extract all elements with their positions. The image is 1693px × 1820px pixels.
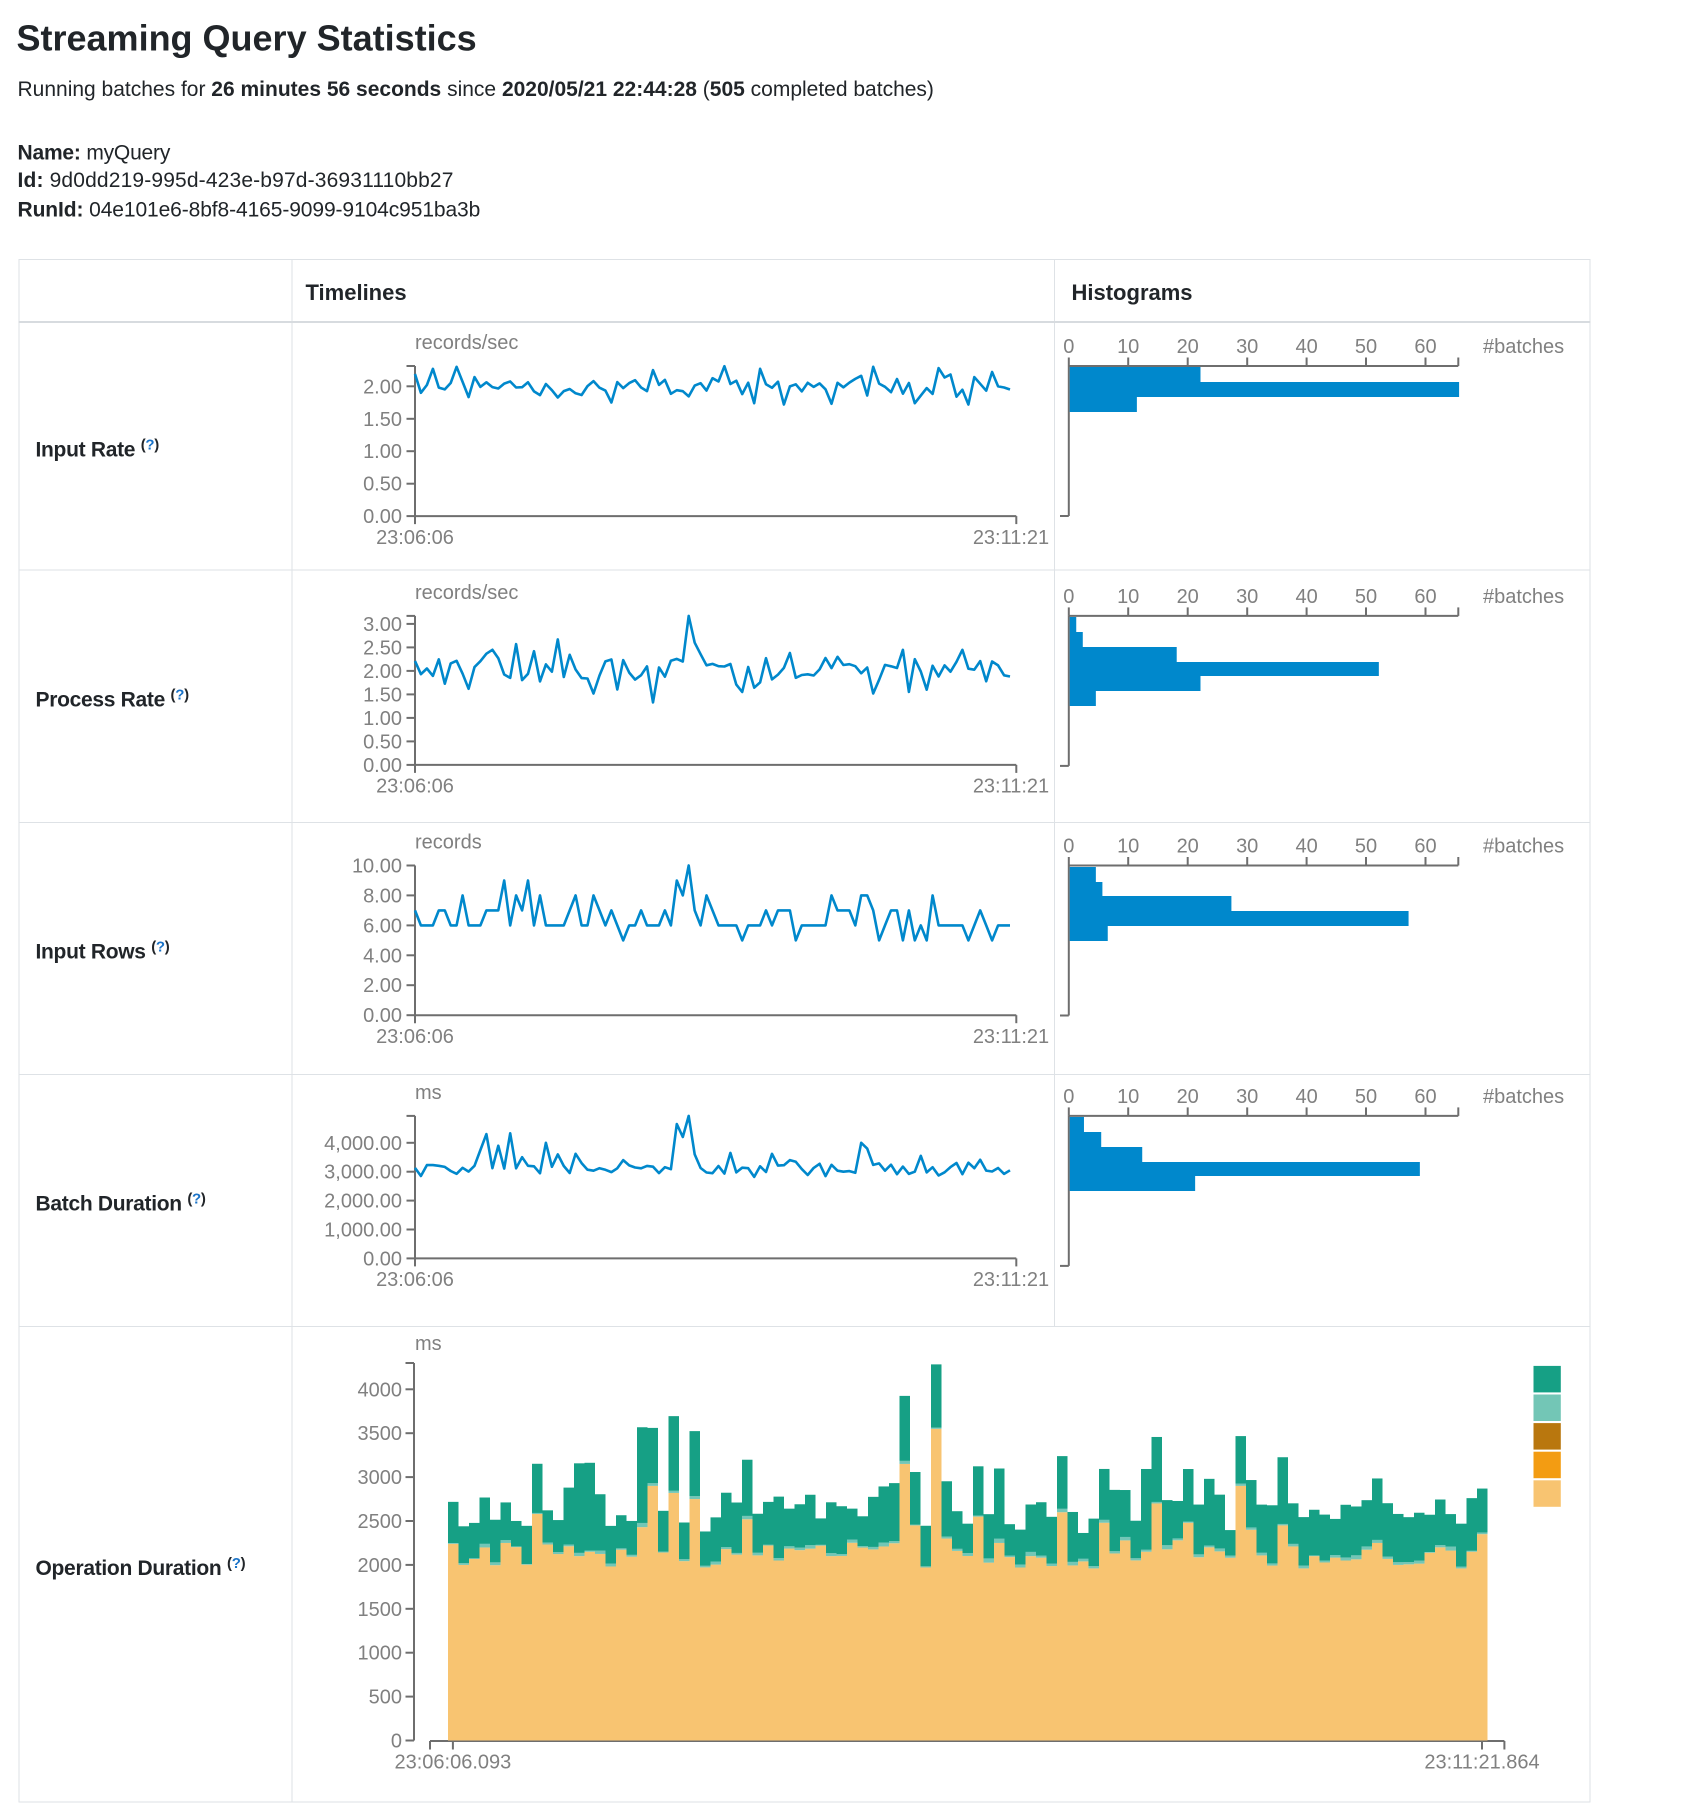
svg-text:10: 10	[1117, 836, 1139, 858]
svg-text:40: 40	[1295, 336, 1317, 358]
svg-text:0.00: 0.00	[363, 1005, 402, 1027]
svg-text:0.00: 0.00	[363, 506, 402, 528]
svg-text:Input Rate (?): Input Rate (?)	[36, 436, 160, 461]
svg-text:30: 30	[1236, 1086, 1258, 1108]
svg-text:0: 0	[391, 1731, 402, 1753]
svg-text:0: 0	[1063, 586, 1074, 608]
svg-text:0.50: 0.50	[363, 731, 402, 753]
svg-text:2.00: 2.00	[363, 376, 402, 398]
svg-text:30: 30	[1236, 586, 1258, 608]
svg-text:40: 40	[1295, 586, 1317, 608]
svg-text:10: 10	[1117, 1086, 1139, 1108]
svg-text:0.00: 0.00	[363, 1248, 402, 1270]
svg-text:1.50: 1.50	[363, 684, 402, 706]
svg-text:ms: ms	[415, 1082, 442, 1104]
svg-text:0: 0	[1063, 836, 1074, 858]
svg-text:50: 50	[1355, 836, 1377, 858]
svg-text:40: 40	[1295, 836, 1317, 858]
svg-text:3000: 3000	[358, 1467, 403, 1489]
svg-text:Id: 9d0dd219-995d-423e-b97d-36: Id: 9d0dd219-995d-423e-b97d-36931110bb27	[18, 169, 454, 192]
svg-text:4,000.00: 4,000.00	[324, 1133, 402, 1155]
svg-text:records: records	[415, 832, 482, 854]
svg-text:10: 10	[1117, 336, 1139, 358]
svg-text:2,000.00: 2,000.00	[324, 1191, 402, 1213]
svg-text:0.00: 0.00	[363, 755, 402, 777]
svg-text:500: 500	[369, 1687, 402, 1709]
svg-text:20: 20	[1177, 586, 1199, 608]
svg-text:1,000.00: 1,000.00	[324, 1220, 402, 1242]
svg-text:2.50: 2.50	[363, 637, 402, 659]
svg-text:23:06:06: 23:06:06	[376, 1026, 454, 1048]
svg-text:60: 60	[1414, 336, 1436, 358]
svg-text:Operation Duration (?): Operation Duration (?)	[36, 1555, 246, 1580]
svg-text:50: 50	[1355, 586, 1377, 608]
svg-text:1.00: 1.00	[363, 708, 402, 730]
svg-text:2500: 2500	[358, 1511, 403, 1533]
svg-text:2.00: 2.00	[363, 661, 402, 683]
svg-text:0: 0	[1063, 336, 1074, 358]
svg-text:60: 60	[1414, 586, 1436, 608]
svg-text:records/sec: records/sec	[415, 332, 518, 354]
svg-text:Histograms: Histograms	[1072, 280, 1193, 305]
svg-text:Batch Duration (?): Batch Duration (?)	[36, 1191, 206, 1216]
svg-text:23:06:06: 23:06:06	[376, 527, 454, 549]
svg-text:20: 20	[1177, 336, 1199, 358]
svg-text:0: 0	[1063, 1086, 1074, 1108]
svg-text:1000: 1000	[358, 1643, 403, 1665]
svg-text:#batches: #batches	[1483, 586, 1564, 608]
svg-text:20: 20	[1177, 1086, 1199, 1108]
svg-text:23:11:21: 23:11:21	[973, 1269, 1049, 1291]
svg-text:60: 60	[1414, 836, 1436, 858]
svg-text:0.50: 0.50	[363, 474, 402, 496]
svg-text:23:11:21: 23:11:21	[973, 527, 1049, 549]
svg-text:50: 50	[1355, 1086, 1377, 1108]
svg-text:2.00: 2.00	[363, 975, 402, 997]
svg-text:23:11:21.864: 23:11:21.864	[1424, 1752, 1539, 1774]
svg-text:Input Rows (?): Input Rows (?)	[36, 939, 170, 964]
svg-text:4000: 4000	[358, 1379, 403, 1401]
svg-text:50: 50	[1355, 336, 1377, 358]
svg-text:10.00: 10.00	[352, 856, 402, 878]
svg-text:4.00: 4.00	[363, 945, 402, 967]
svg-text:23:06:06.093: 23:06:06.093	[395, 1752, 512, 1774]
svg-text:23:11:21: 23:11:21	[973, 776, 1049, 798]
svg-text:Timelines: Timelines	[306, 280, 407, 305]
svg-text:records/sec: records/sec	[415, 582, 518, 604]
svg-text:30: 30	[1236, 336, 1258, 358]
svg-text:#batches: #batches	[1483, 836, 1564, 858]
svg-text:1500: 1500	[358, 1599, 403, 1621]
svg-text:23:06:06: 23:06:06	[376, 1269, 454, 1291]
svg-text:20: 20	[1177, 836, 1199, 858]
svg-text:1.00: 1.00	[363, 441, 402, 463]
svg-text:1.50: 1.50	[363, 409, 402, 431]
svg-text:10: 10	[1117, 586, 1139, 608]
svg-text:3.00: 3.00	[363, 614, 402, 636]
svg-text:3,000.00: 3,000.00	[324, 1162, 402, 1184]
svg-text:6.00: 6.00	[363, 915, 402, 937]
svg-text:3500: 3500	[358, 1423, 403, 1445]
svg-text:23:11:21: 23:11:21	[973, 1026, 1049, 1048]
svg-text:60: 60	[1414, 1086, 1436, 1108]
svg-text:23:06:06: 23:06:06	[376, 776, 454, 798]
svg-text:#batches: #batches	[1483, 1086, 1564, 1108]
svg-text:Streaming Query Statistics: Streaming Query Statistics	[17, 17, 477, 58]
svg-text:2000: 2000	[358, 1555, 403, 1577]
svg-text:Process Rate (?): Process Rate (?)	[36, 686, 190, 711]
svg-text:RunId: 04e101e6-8bf8-4165-9099: RunId: 04e101e6-8bf8-4165-9099-9104c951b…	[18, 199, 481, 222]
svg-text:40: 40	[1295, 1086, 1317, 1108]
svg-text:Name: myQuery: Name: myQuery	[18, 141, 171, 164]
svg-text:ms: ms	[415, 1333, 442, 1355]
svg-text:8.00: 8.00	[363, 885, 402, 907]
svg-text:#batches: #batches	[1483, 336, 1564, 358]
svg-text:30: 30	[1236, 836, 1258, 858]
svg-text:Running batches for 26 minutes: Running batches for 26 minutes 56 second…	[18, 78, 934, 101]
